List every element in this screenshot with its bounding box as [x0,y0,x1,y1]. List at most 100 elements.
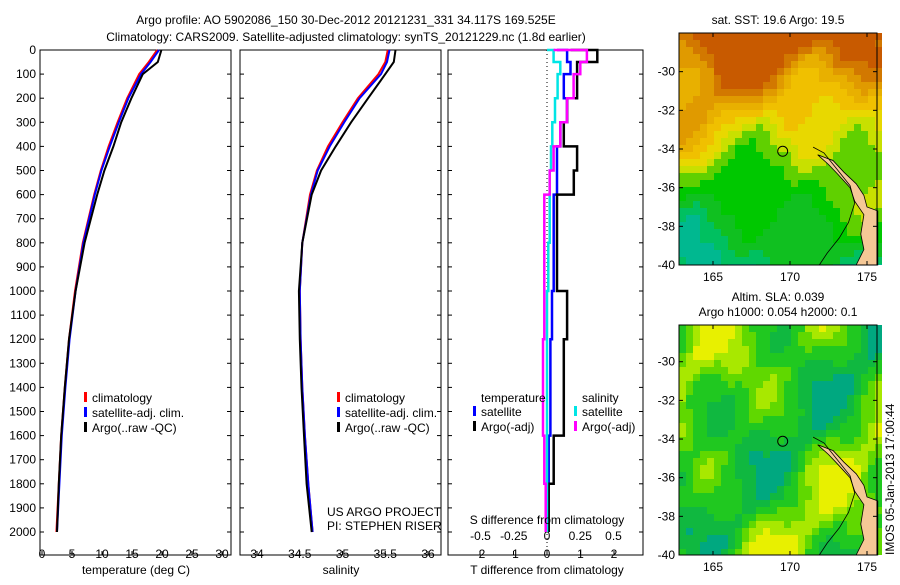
map-cell [686,194,693,201]
map-cell [679,458,686,465]
map-cell [805,131,812,138]
map-cell [784,54,791,61]
map-cell [756,332,763,339]
map-cell [679,159,686,166]
map-cell [700,360,707,367]
map-cell [805,124,812,131]
map-cell [686,257,693,264]
map-cell [833,40,840,47]
map-cell [700,145,707,152]
map-cell [700,332,707,339]
map-cell [868,61,875,68]
series-line-argo-raw-qc- [297,49,397,533]
map-cell [833,138,840,145]
map-cell [749,388,756,395]
map-cell [805,208,812,215]
map-cell [770,346,777,353]
map-cell [763,61,770,68]
map-cell [805,381,812,388]
map-cell [735,187,742,194]
map-cell [875,222,882,229]
map-cell [686,514,693,521]
legend-label: satellite-adj. clim. [345,406,437,420]
map-cell [749,423,756,430]
map-cell [798,194,805,201]
map-cell [770,131,777,138]
map-cell [707,528,714,535]
map-cell [707,243,714,250]
map-cell [693,250,700,257]
map-cell [812,451,819,458]
map-cell [700,437,707,444]
map-cell [819,437,826,444]
map-cell [819,145,826,152]
map-cell [742,33,749,40]
map-cell [728,339,735,346]
map-cell [714,243,721,250]
map-cell [679,451,686,458]
map-cell [707,430,714,437]
map-cell [749,61,756,68]
map-cell [875,444,882,451]
map-cell [833,521,840,528]
map-cell [861,138,868,145]
map-cell [742,152,749,159]
map-cell [763,521,770,528]
map-cell [714,68,721,75]
map-cell [819,402,826,409]
map-cell [854,215,861,222]
map-cell [868,145,875,152]
map-cell [798,486,805,493]
map-cell [770,54,777,61]
map-cell [826,325,833,332]
map-cell [756,528,763,535]
map-cell [686,444,693,451]
lat-tick-label: -38 [658,219,676,233]
map-cell [756,402,763,409]
map-cell [714,103,721,110]
map-cell [728,75,735,82]
map-cell [770,486,777,493]
map-cell [749,229,756,236]
map-cell [749,402,756,409]
lon-tick-label: 175 [857,560,877,574]
map-cell [693,40,700,47]
map-cell [756,395,763,402]
map-cell [777,187,784,194]
map-cell [728,430,735,437]
map-cell [826,437,833,444]
map-cell [707,507,714,514]
map-cell [714,325,721,332]
map-cell [770,187,777,194]
map-cell [805,549,812,555]
map-cell [847,131,854,138]
map-cell [875,465,882,472]
map-cell [875,145,882,152]
map-cell [875,68,882,75]
map-cell [749,47,756,54]
map-cell [861,339,868,346]
map-cell [805,89,812,96]
map-cell [840,187,847,194]
map-cell [749,360,756,367]
map-cell [847,388,854,395]
map-cell [707,250,714,257]
map-cell [875,346,882,353]
map-cell [826,430,833,437]
map-cell [756,542,763,549]
map-cell [714,54,721,61]
map-cell [707,208,714,215]
temperature-legend: climatology satellite-adj. clim. Argo(..… [84,391,184,435]
map-cell [805,423,812,430]
map-cell [854,117,861,124]
map-cell [826,208,833,215]
map-cell [819,409,826,416]
map-cell [700,243,707,250]
map-cell [812,159,819,166]
map-cell [791,82,798,89]
map-cell [805,500,812,507]
map-cell [770,257,777,264]
map-cell [833,430,840,437]
map-cell [826,458,833,465]
map-cell [798,395,805,402]
